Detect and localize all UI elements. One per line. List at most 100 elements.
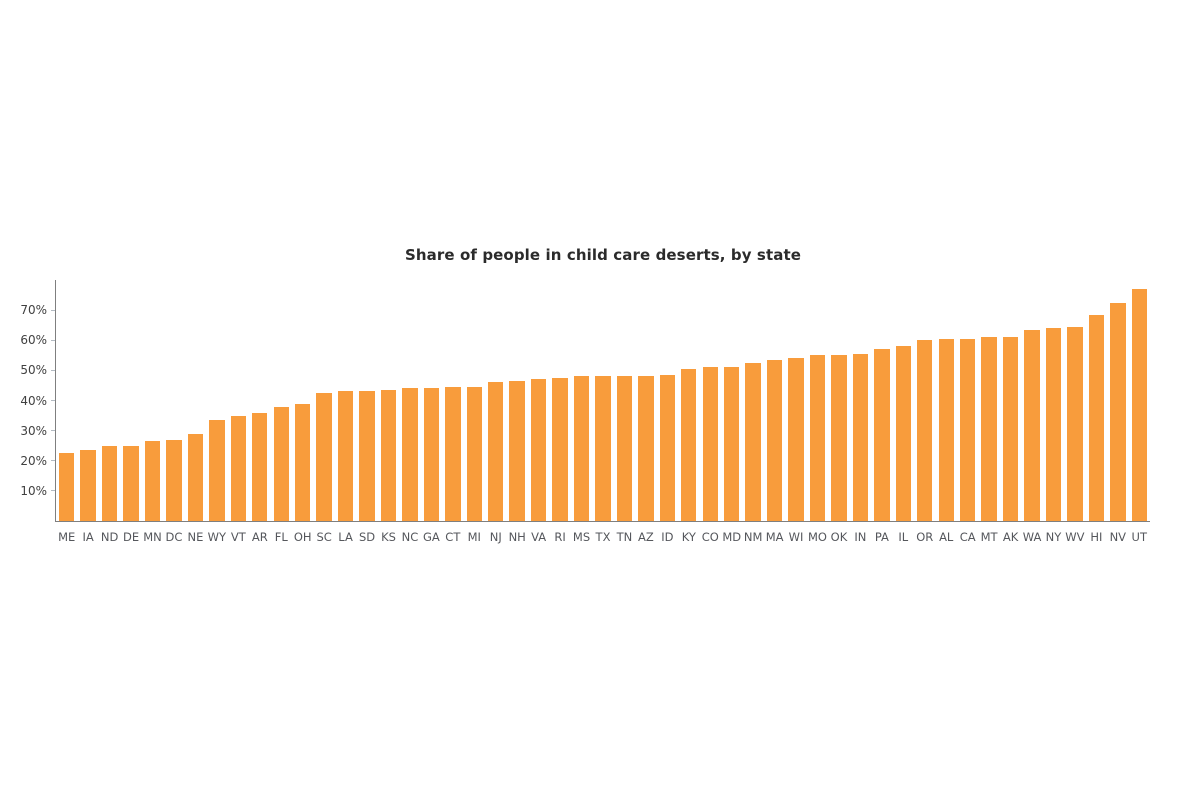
x-axis-label-ok: OK <box>830 530 848 544</box>
bar-vt <box>230 415 247 521</box>
bar-al <box>938 338 954 521</box>
bar-ne <box>187 433 204 521</box>
bar-ny <box>1045 328 1062 521</box>
x-axis-label-oh: OH <box>293 530 312 544</box>
x-axis-label-ia: IA <box>82 530 94 544</box>
x-axis-label-sc: SC <box>316 530 332 544</box>
x-axis-label-nh: NH <box>508 530 526 544</box>
bar-ky <box>681 368 697 521</box>
bar-ia <box>80 450 96 521</box>
x-axis-label-nj: NJ <box>489 530 502 544</box>
bar-wi <box>788 358 804 521</box>
bar-sc <box>316 392 332 521</box>
bar-de <box>123 445 139 521</box>
x-axis-label-pa: PA <box>874 530 889 544</box>
x-axis-label-nm: NM <box>743 530 763 544</box>
x-axis-label-mn: MN <box>143 530 162 544</box>
x-axis-label-ne: NE <box>187 530 204 544</box>
x-axis-label-ks: KS <box>381 530 396 544</box>
bar-il <box>895 346 911 521</box>
x-axis-label-hi: HI <box>1090 530 1103 544</box>
x-axis-label-tn: TN <box>616 530 633 544</box>
x-axis-label-or: OR <box>916 530 934 544</box>
x-axis-label-sd: SD <box>358 530 376 544</box>
bar-ar <box>252 412 268 521</box>
bar-ri <box>552 377 568 521</box>
bar-mt <box>981 337 997 521</box>
x-axis-label-la: LA <box>338 530 353 544</box>
x-axis-label-ny: NY <box>1045 530 1062 544</box>
x-axis-label-ut: UT <box>1131 530 1147 544</box>
bar-ca <box>959 338 976 521</box>
x-axis-label-ak: AK <box>1002 530 1019 544</box>
x-axis-label-ky: KY <box>681 530 696 544</box>
bar-ak <box>1002 337 1019 521</box>
bar-ct <box>445 386 461 521</box>
x-axis-label-wa: WA <box>1022 530 1042 544</box>
x-axis-label-ri: RI <box>554 530 566 544</box>
bar-ut <box>1131 289 1147 521</box>
bar-id <box>659 374 676 521</box>
y-axis-label: 40% <box>20 393 47 408</box>
x-axis-label-wi: WI <box>788 530 804 544</box>
y-axis-tick <box>51 309 55 311</box>
bar-wy <box>209 420 225 521</box>
bar-nj <box>488 382 504 521</box>
y-axis-label: 10% <box>20 483 47 498</box>
bar-ma <box>766 359 783 521</box>
y-axis-label: 20% <box>20 453 47 468</box>
bar-nd <box>101 445 118 521</box>
bar-az <box>638 376 654 521</box>
bar-tn <box>616 376 633 521</box>
bar-mi <box>466 386 482 521</box>
bar-mo <box>809 355 826 521</box>
y-axis-tick <box>51 400 55 401</box>
x-axis-label-ga: GA <box>423 530 440 544</box>
bar-md <box>724 367 740 521</box>
bar-va <box>530 379 547 521</box>
x-axis-label-ms: MS <box>572 530 591 544</box>
bar-in <box>852 353 869 521</box>
y-axis-tick <box>51 460 55 462</box>
bar-nv <box>1110 302 1126 521</box>
x-axis-label-ma: MA <box>765 530 784 544</box>
bar-pa <box>874 349 890 521</box>
bar-or <box>917 340 933 521</box>
bar-ms <box>573 376 590 521</box>
x-axis-label-in: IN <box>854 530 867 544</box>
bar-tx <box>595 376 611 521</box>
y-axis-label: 50% <box>20 363 47 378</box>
bar-hi <box>1088 314 1105 521</box>
x-axis-label-me: ME <box>58 530 76 544</box>
x-axis-label-ar: AR <box>251 530 268 544</box>
bar-mn <box>144 441 161 521</box>
bar-wv <box>1067 326 1083 521</box>
x-axis-label-il: IL <box>898 530 909 544</box>
bar-wa <box>1024 329 1040 521</box>
bar-nm <box>745 362 761 521</box>
x-axis-label-al: AL <box>939 530 954 544</box>
bar-me <box>59 453 75 521</box>
y-axis-label: 70% <box>20 303 47 318</box>
x-axis-label-tx: TX <box>595 530 611 544</box>
x-axis-label-nd: ND <box>100 530 119 544</box>
x-axis-label-ca: CA <box>959 530 976 544</box>
x-axis-label-co: CO <box>701 530 719 544</box>
x-axis-label-md: MD <box>722 530 742 544</box>
x-axis-label-mo: MO <box>808 530 827 544</box>
x-axis-label-id: ID <box>661 530 674 544</box>
x-axis-label-wy: WY <box>207 530 227 544</box>
bar-dc <box>166 439 182 521</box>
bar-nc <box>402 388 418 521</box>
bar-co <box>702 367 718 521</box>
plot-area: 10% 20% 30% 40% 50% 60% 70% ME IA ND DE MN DC NE WY VT A… <box>20 280 1150 544</box>
bar-ok <box>831 355 847 521</box>
x-axis-label-wv: WV <box>1065 530 1085 544</box>
x-axis-label-nv: NV <box>1109 530 1127 544</box>
x-axis-label-mt: MT <box>980 530 998 544</box>
x-axis-label-de: DE <box>123 530 140 544</box>
bar-fl <box>273 406 289 521</box>
x-axis-label-az: AZ <box>638 530 654 544</box>
y-axis-tick <box>51 339 55 341</box>
